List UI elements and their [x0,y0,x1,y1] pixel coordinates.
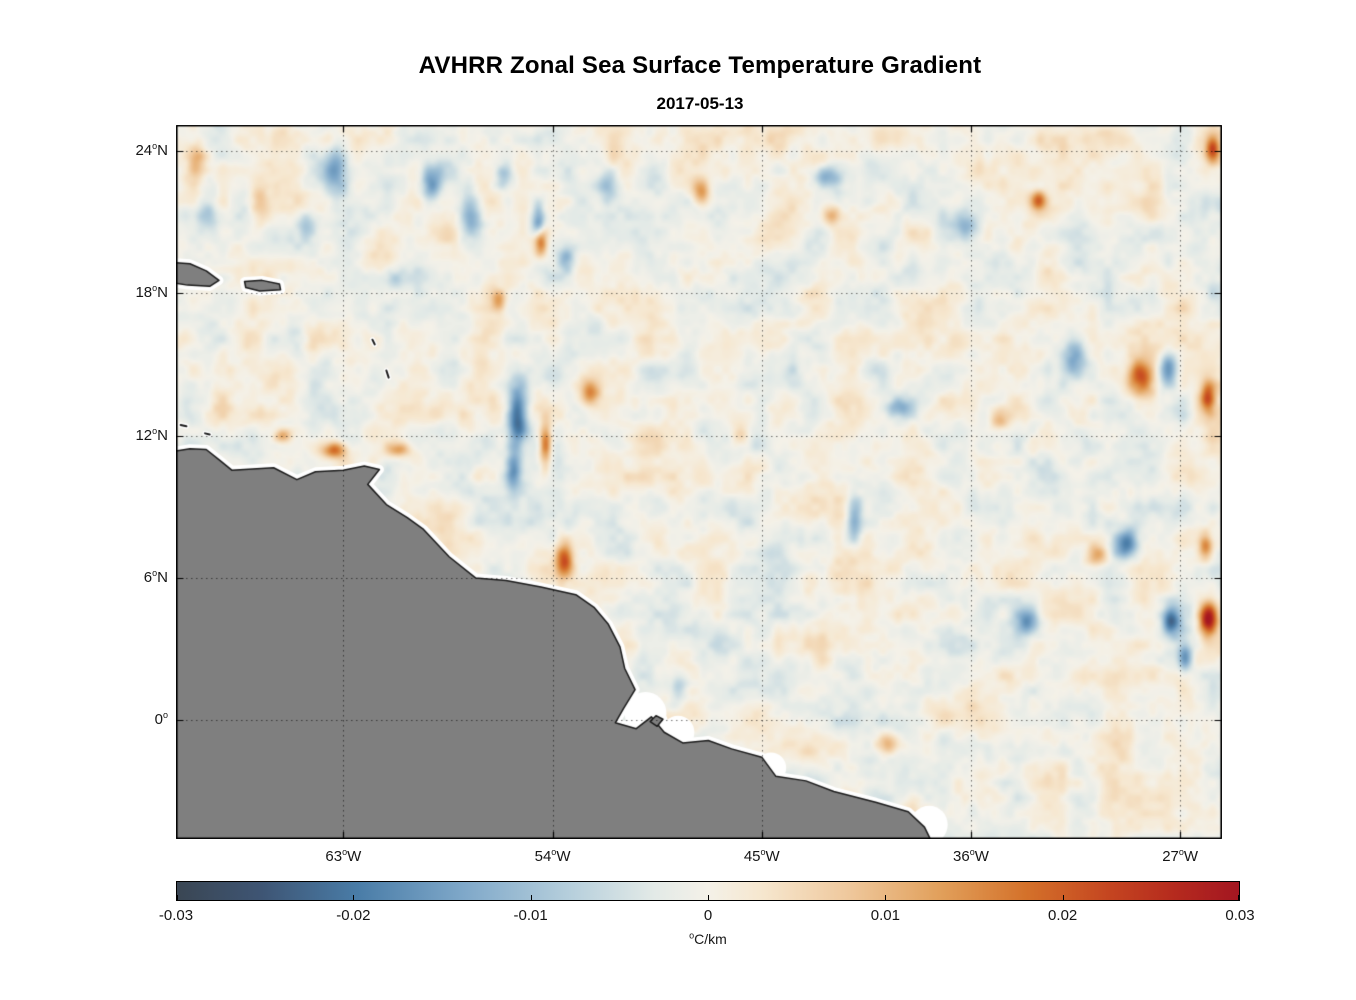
x-tick-label: 54oW [534,847,571,866]
colorbar-tick-mark [353,895,355,901]
figure-subtitle: 2017-05-13 [656,94,744,113]
y-tick-label: 6oN [143,568,168,587]
colorbar-tick-mark [885,895,887,901]
colorbar-tick-label: 0.03 [1225,907,1255,924]
colorbar-tick-label: 0 [703,907,713,924]
x-tick-label: 45oW [743,847,780,866]
colorbar-tick-mark [530,895,532,901]
colorbar-tick-label: -0.01 [513,907,548,924]
colorbar-tick-label: 0.02 [1048,907,1078,924]
map-plot [176,125,1222,839]
colorbar-unit-label: oC/km [689,930,727,947]
x-tick-label: 27oW [1162,847,1199,866]
colorbar-tick-mark [1062,895,1064,901]
colorbar-tick-label: 0.01 [870,907,900,924]
colorbar-tick-label: -0.02 [336,907,371,924]
x-tick-label: 36oW [953,847,989,866]
map-canvas [176,125,1222,839]
x-tick-label: 63oW [325,847,362,866]
y-tick-label: 24oN [135,141,168,160]
y-tick-label: 12oN [135,425,168,444]
colorbar-tick-mark [1238,895,1239,901]
y-tick-label: 0o [154,710,168,729]
y-tick-label: 18oN [135,283,168,302]
figure-title: AVHRR Zonal Sea Surface Temperature Grad… [418,52,982,79]
colorbar-tick-mark [177,895,178,901]
colorbar-tick-mark [708,895,709,901]
colorbar-tick-label: -0.03 [158,907,194,924]
